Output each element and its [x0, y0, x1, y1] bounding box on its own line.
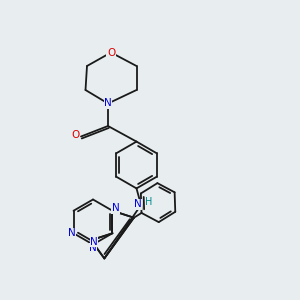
Text: O: O	[107, 47, 115, 58]
Text: H: H	[145, 197, 152, 207]
Text: N: N	[104, 98, 112, 109]
Text: N: N	[90, 237, 98, 247]
Text: N: N	[134, 199, 141, 209]
Text: O: O	[71, 130, 80, 140]
Text: N: N	[89, 243, 97, 253]
Text: N: N	[112, 203, 119, 213]
Text: N: N	[68, 228, 76, 238]
